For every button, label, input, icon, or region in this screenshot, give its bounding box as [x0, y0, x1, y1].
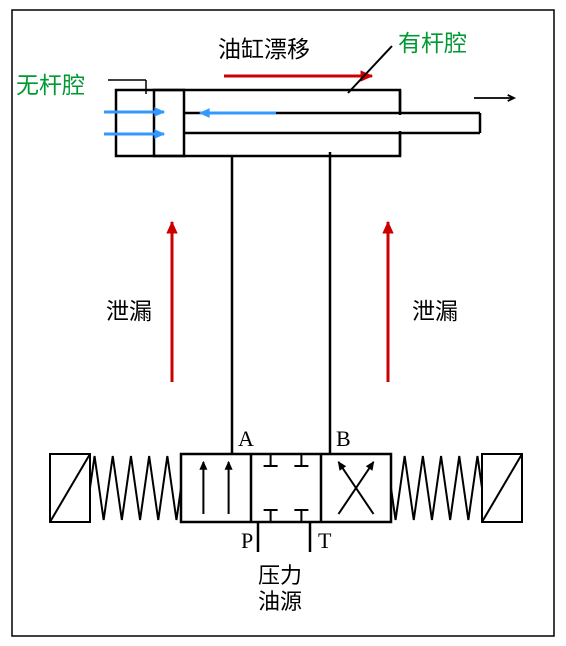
label-rodless-chamber: 无杆腔: [16, 66, 85, 100]
label-port-t: T: [318, 528, 331, 554]
label-rod-chamber: 有杆腔: [398, 24, 467, 58]
label-leak-right: 泄漏: [412, 292, 458, 326]
label-drift: 油缸漂移: [218, 30, 310, 64]
label-leak-left: 泄漏: [106, 292, 152, 326]
label-port-p: P: [241, 528, 253, 554]
label-pressure-2: 油源: [258, 584, 302, 616]
label-port-a: A: [238, 426, 254, 452]
label-port-b: B: [336, 426, 351, 452]
